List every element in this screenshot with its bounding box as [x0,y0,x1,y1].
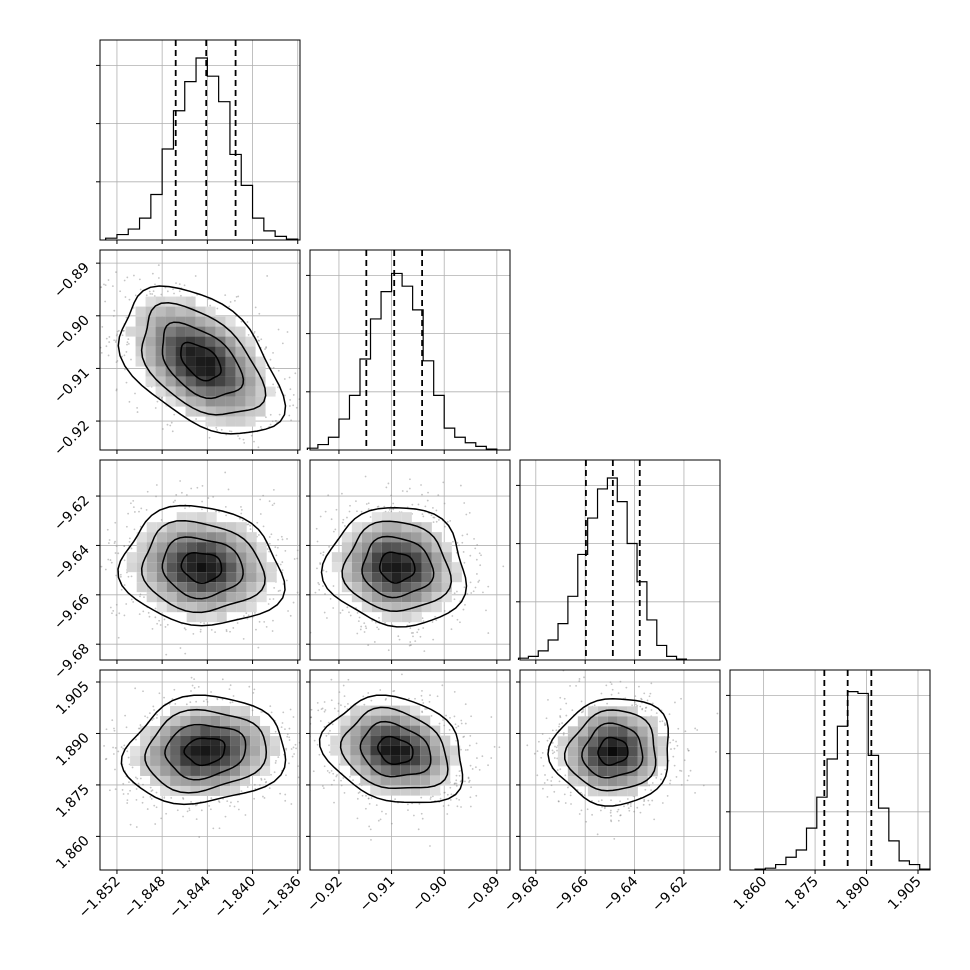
scatter-panel-0-3 [99,669,301,871]
contour-line [318,694,464,804]
y-tick-label: −0.92 [51,418,93,460]
contour-line [164,723,247,781]
x-tick-label: −1.844 [166,873,214,921]
x-tick-label: 1.890 [834,874,874,914]
contour-line [117,504,286,627]
histogram-step [754,691,931,870]
axes-frame [99,39,301,241]
contour-line [320,507,468,628]
x-tick-label: −0.89 [462,874,504,916]
density-cells [126,512,277,623]
y-tick-label: −0.91 [51,365,93,407]
scatter-panel-1-3 [309,669,511,871]
contour-line [140,519,266,614]
y-tick-label: 1.905 [53,679,93,719]
contour-line [161,321,245,400]
contour-line [563,709,657,792]
contour-line [361,535,435,599]
contour-line [140,302,267,416]
contour-line [378,551,416,584]
axes-frame [519,459,721,661]
x-tick-label: −0.91 [357,874,399,916]
histogram-step [517,477,688,660]
contour-line [341,520,453,612]
y-tick-label: 1.860 [53,833,93,873]
contour-line [180,341,222,382]
y-tick-label: 1.890 [53,730,93,770]
histogram-panel-0 [96,39,301,241]
histogram-panel-3 [726,669,931,871]
x-tick-label: −9.68 [501,874,543,916]
contour-line [183,737,226,767]
contour-line [161,536,244,600]
contour-line [597,736,629,766]
x-tick-label: −0.90 [409,874,451,916]
histogram-panel-1 [306,249,511,451]
y-tick-label: −9.68 [51,641,93,683]
x-tick-label: −0.92 [304,874,346,916]
histogram-panel-2 [516,459,721,661]
contour-line [144,708,268,794]
y-tick-label: −0.90 [51,312,93,354]
density-cells [557,706,668,797]
y-tick-label: −9.66 [51,591,93,633]
x-tick-label: 1.875 [782,874,822,914]
contour-line [359,720,432,778]
y-tick-label: 1.875 [53,781,93,821]
x-tick-label: −1.840 [211,874,259,922]
sample-points [526,670,719,840]
x-tick-label: −9.62 [649,874,691,916]
y-tick-label: −9.62 [51,493,93,535]
histogram-step [105,57,299,240]
y-tick-label: −0.89 [51,260,93,302]
density-cells [130,705,281,796]
scatter-panel-0-1 [99,249,301,451]
x-tick-label: −1.836 [257,873,305,921]
scatter-panel-0-2 [99,459,301,661]
histogram-step [306,272,498,450]
contour-line [377,735,414,765]
contour-line [339,706,449,790]
contour-line [180,551,223,585]
axes-frame [309,669,511,871]
axes-frame [309,249,511,451]
scatter-panel-1-2 [309,459,511,661]
x-tick-label: −9.66 [550,873,592,915]
contour-line [581,722,644,779]
y-tick-label: −9.64 [51,542,93,584]
density-cells [125,296,276,427]
density-cells [330,705,461,796]
contour-line [547,698,669,807]
axes-frame [309,459,511,661]
scatter-panel-2-3 [519,669,721,871]
axes-frame [99,459,301,661]
x-tick-label: −9.64 [600,873,642,915]
x-tick-label: 1.905 [885,874,925,914]
x-tick-label: −1.852 [76,874,124,922]
contour-line [120,694,287,806]
axes-frame [519,669,721,871]
axes-frame [99,249,301,451]
contour-line [117,285,287,435]
x-tick-label: 1.860 [731,874,771,914]
x-tick-label: −1.848 [121,874,169,922]
axes-frame [729,669,931,871]
sample-points [100,264,300,450]
sample-points [100,471,299,656]
density-cells [331,512,462,623]
axes-frame [99,669,301,871]
